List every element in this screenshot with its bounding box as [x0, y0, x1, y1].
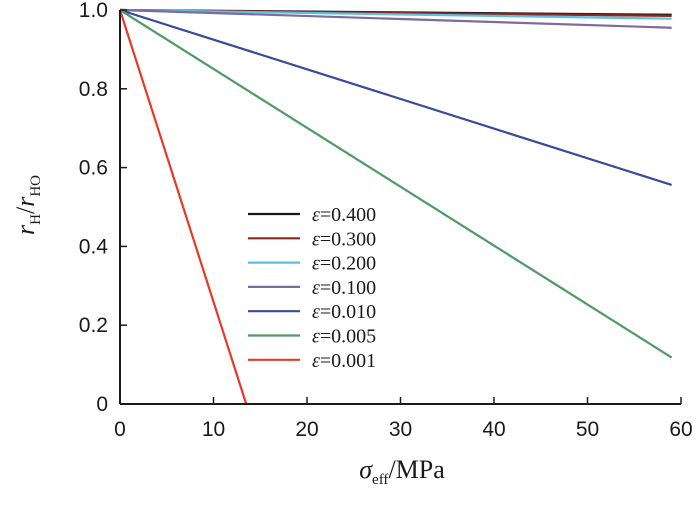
y-tick-label: 0 [96, 393, 108, 416]
x-tick-label: 60 [669, 418, 692, 441]
legend-label: ε=0.005 [312, 326, 376, 348]
series-line [118, 9, 248, 405]
legend-label: ε=0.200 [312, 253, 376, 275]
y-tick-label: 0.4 [79, 235, 109, 258]
legend-label: ε=0.100 [312, 277, 376, 299]
legend-eps-symbol: ε [312, 301, 320, 323]
y-axis-title: rH/rHO [11, 175, 44, 235]
legend-eps-value: =0.001 [320, 350, 376, 372]
x-axis-title: σeff/MPa [359, 455, 445, 488]
x-tick-label: 10 [202, 418, 225, 441]
x-tick-label: 0 [114, 418, 126, 441]
y-tick-label: 0.2 [79, 314, 108, 337]
legend-eps-symbol: ε [312, 228, 320, 250]
series-line [119, 8, 672, 186]
legend-label: ε=0.300 [312, 228, 376, 250]
legend-eps-value: =0.005 [320, 326, 376, 348]
series-line [119, 8, 672, 29]
series-layer [118, 8, 673, 405]
legend: ε=0.400ε=0.300ε=0.200ε=0.100ε=0.010ε=0.0… [248, 204, 376, 372]
legend-eps-value: =0.010 [320, 301, 376, 323]
x-axis-title-sub: eff [372, 472, 388, 488]
legend-eps-symbol: ε [312, 350, 320, 372]
legend-eps-symbol: ε [312, 253, 320, 275]
legend-label: ε=0.010 [312, 301, 376, 323]
x-axis-title-main: σ [359, 455, 373, 484]
y-axis-title-a-sub: H [28, 214, 44, 225]
axes [119, 10, 681, 405]
series-line [119, 9, 673, 359]
legend-eps-value: =0.300 [320, 228, 376, 250]
y-tick-label: 0.8 [79, 78, 108, 101]
legend-label: ε=0.001 [312, 350, 376, 372]
y-tick-label: 0.6 [79, 157, 108, 180]
ticks: 0 10 20 30 40 50 60 0 0.2 0.4 0.6 0.8 1.0 [79, 0, 693, 441]
legend-eps-symbol: ε [312, 326, 320, 348]
y-axis-title-slash: / [11, 206, 40, 214]
x-axis-title-unit: /MPa [388, 455, 445, 484]
x-tick-label: 50 [576, 418, 599, 441]
legend-eps-symbol: ε [312, 277, 320, 299]
legend-label: ε=0.400 [312, 204, 376, 226]
legend-eps-value: =0.100 [320, 277, 376, 299]
series-line [119, 8, 672, 20]
y-axis-title-b: r [11, 196, 40, 207]
y-axis-title-b-sub: HO [28, 175, 44, 197]
y-axis-title-a: r [11, 224, 40, 235]
y-tick-label: 1.0 [79, 0, 108, 22]
legend-eps-value: =0.400 [320, 204, 376, 226]
x-tick-label: 40 [482, 418, 505, 441]
x-tick-label: 20 [295, 418, 318, 441]
x-tick-label: 30 [389, 418, 412, 441]
legend-eps-symbol: ε [312, 204, 320, 226]
legend-eps-value: =0.200 [320, 253, 376, 275]
